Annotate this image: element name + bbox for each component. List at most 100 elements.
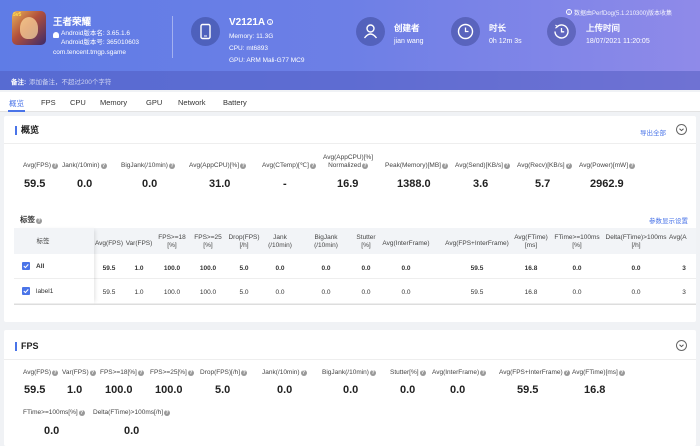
metric-label: Avg(Power)[mW]? [579,162,635,169]
help-icon[interactable]: ? [241,370,248,376]
help-icon[interactable]: ? [100,163,107,169]
help-icon[interactable]: ? [361,163,368,169]
tab-memory[interactable]: Memory [100,98,128,107]
help-icon[interactable]: ? [164,410,171,416]
col-header: BigJank (/10min) [314,234,338,249]
note-bar[interactable]: 备注: 添加备注，不超过200个字符 [0,71,700,90]
metric-peak-memory: 1388.0 [397,178,431,190]
metric-drop-fps: 5.0 [215,384,231,396]
table-cell: 0.0 [631,265,641,272]
metric-delta-ftime: 0.0 [124,425,140,437]
metric-label: FTime>=100ms[%]? [23,409,85,416]
device-model: V2121A i [229,17,274,28]
device-info-icon[interactable]: i [267,19,274,25]
report-header: 5v5 王者荣耀 Android版本名: 3.65.1.6 Android版本号… [0,0,700,90]
help-icon[interactable]: ? [441,163,448,169]
col-header-tag: 标签 [36,238,50,245]
upload-time-value: 18/07/2021 11:20:05 [586,38,650,45]
col-header: Var(FPS) [125,240,153,247]
metric-stutter: 0.0 [400,384,416,396]
help-icon[interactable]: ? [565,163,572,169]
table-cell: 0.0 [631,289,641,296]
metric-label: FPS>=18[%]? [100,369,144,376]
table-cell: 16.8 [524,265,538,272]
help-icon[interactable]: ? [618,370,625,376]
col-header: Jank (/10min) [268,234,292,249]
fps-title: FPS [15,342,39,351]
header-divider [172,16,173,58]
metric-label: Avg(CTemp)[℃]? [262,162,316,169]
table-cell: 100.0 [199,289,217,296]
duration-label: 时长 [489,23,507,33]
duration-value: 0h 12m 3s [489,38,522,45]
metric-label: Stutter[%]? [390,369,426,376]
param-display-settings-link[interactable]: 参数显示设置 [649,218,688,225]
metric-fps-25: 100.0 [155,384,183,396]
help-icon[interactable]: ? [369,370,376,376]
metric-avg-fps: 59.5 [24,178,46,190]
row-checkbox[interactable] [22,262,30,270]
metric-avg-send: 3.6 [473,178,489,190]
help-icon[interactable]: ? [89,370,96,376]
device-gpu: GPU: ARM Mali-G77 MC9 [229,57,305,64]
export-all-link[interactable]: 导出全部 [640,130,666,137]
help-icon[interactable]: ? [137,370,144,376]
note-input[interactable]: 添加备注，不超过200个字符 [29,79,112,86]
metric-avg-fps-interframe: 59.5 [517,384,539,396]
metric-fps-18: 100.0 [105,384,133,396]
col-header: Avg(FTime) [ms] [514,234,548,249]
phone-icon [191,17,220,46]
collapse-fps-button[interactable] [676,340,687,351]
help-icon[interactable]: ? [503,163,510,169]
help-icon[interactable]: ? [52,163,59,169]
table-cell: 16.8 [524,289,538,296]
help-icon[interactable]: ? [187,370,194,376]
tab-cpu[interactable]: CPU [70,98,86,107]
tab-fps[interactable]: FPS [41,98,56,107]
col-header: Drop(FPS) [/h] [228,234,260,249]
metric-ftime-100ms: 0.0 [44,425,60,437]
metric-label: Avg(Send)[KB/s]? [455,162,510,169]
metric-jank: 0.0 [277,384,293,396]
app-name: 王者荣耀 [53,17,92,28]
metric-label: Avg(FPS)? [23,162,59,169]
tab-overview[interactable]: 概览 [9,99,24,108]
help-icon[interactable]: ? [300,370,307,376]
table-cell: 59.5 [102,265,116,272]
metric-label: BigJank(/10min)? [121,162,175,169]
metric-label: Avg(AppCPU)[%]? [189,162,247,169]
active-tab-indicator [8,110,25,112]
tab-gpu[interactable]: GPU [146,98,163,107]
help-icon[interactable]: ? [419,370,426,376]
note-label: 备注: [11,79,27,86]
overview-title: 概览 [15,126,39,135]
col-header: Delta(FTime)>100ms [/h] [605,234,667,249]
tags-title: 标签? [20,215,42,224]
help-icon[interactable]: ? [480,370,487,376]
help-icon[interactable]: ? [78,410,85,416]
tab-battery[interactable]: Battery [223,98,247,107]
table-cell: 5.0 [239,289,249,296]
fps-divider [4,359,696,360]
table-row[interactable]: All 59.5 1.0 100.0 100.0 5.0 0.0 0.0 0.0… [14,254,696,279]
table-cell: 100.0 [199,265,217,272]
help-icon[interactable]: ? [36,218,42,224]
metric-label: Drop(FPS)[/h]? [200,369,248,376]
help-icon[interactable]: ? [240,163,247,169]
col-header: Avg(InterFrame) [382,240,430,247]
help-icon[interactable]: ? [52,370,59,376]
help-icon[interactable]: ? [563,370,570,376]
row-checkbox[interactable] [22,287,30,295]
help-icon[interactable]: ? [309,163,316,169]
table-cell: 0.0 [401,265,411,272]
table-horizontal-scrollbar[interactable] [14,304,696,305]
metric-label: FPS>=25[%]? [150,369,194,376]
table-row[interactable]: label1 59.5 1.0 100.0 100.0 5.0 0.0 0.0 … [14,279,696,304]
tab-network[interactable]: Network [178,98,206,107]
col-header: FPS>=18 [%] [158,234,186,249]
tab-bar: 概览 FPS CPU Memory GPU Network Battery [0,92,700,112]
app-icon: 5v5 [12,11,46,45]
help-icon[interactable]: ? [629,163,635,169]
help-icon[interactable]: ? [168,163,175,169]
collapse-overview-button[interactable] [676,124,687,135]
